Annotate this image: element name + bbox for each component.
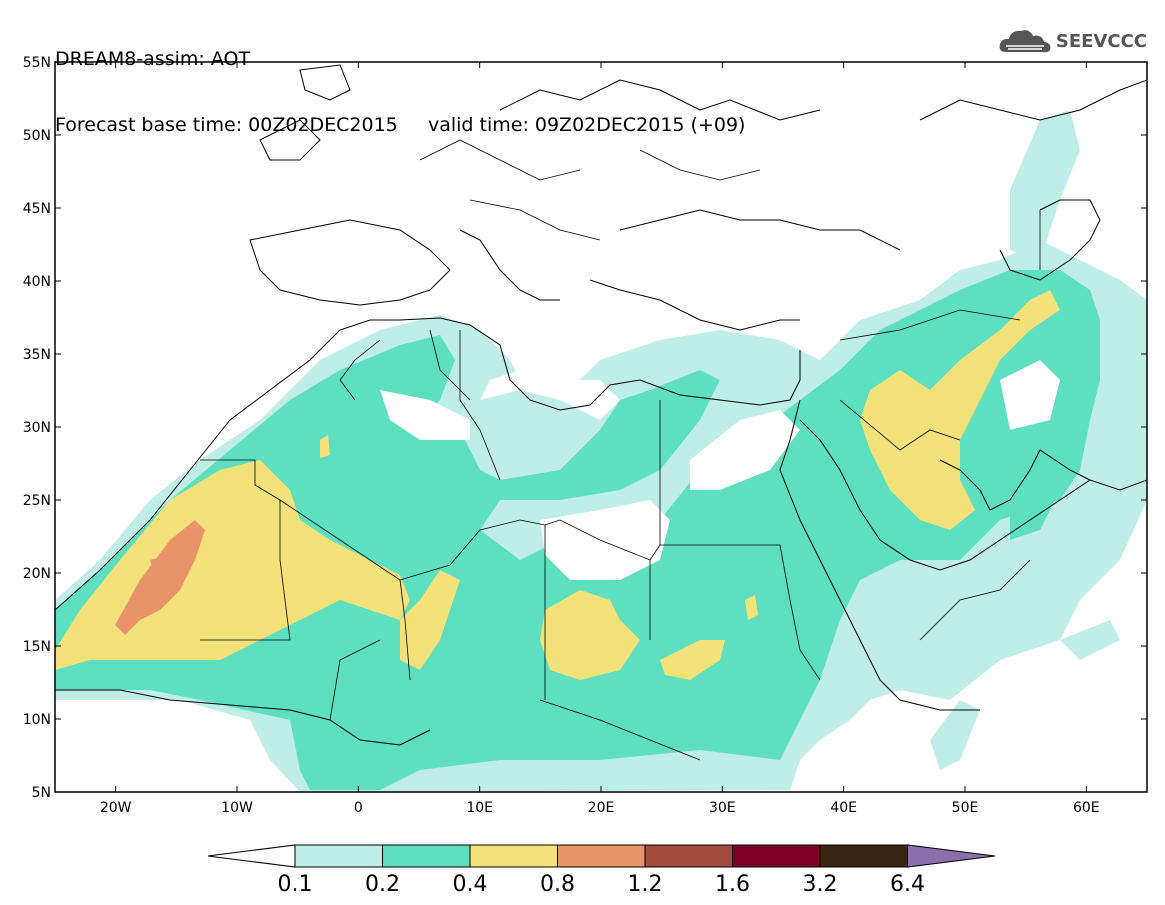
cloud-icon [999, 30, 1051, 53]
colorbar-box [819, 844, 908, 868]
colorbar-over-arrow [907, 844, 996, 868]
time-info: Forecast base time: 00Z02DEC2015 valid t… [55, 114, 745, 136]
lat-tick-label: 55N [23, 55, 51, 71]
lat-tick-label: 25N [23, 493, 51, 509]
lon-tick-label: 10W [221, 800, 253, 816]
lat-tick-label: 35N [23, 347, 51, 363]
base-time: Forecast base time: 00Z02DEC2015 [55, 114, 398, 136]
colorbar-box [644, 844, 733, 868]
lat-tick-label: 30N [23, 420, 51, 436]
colorbar-box [382, 844, 471, 868]
lat-tick-label: 45N [23, 201, 51, 217]
colorbar: 0.1 0.2 0.4 0.8 1.2 1.6 3.2 6.4 [207, 844, 996, 897]
colorbar-box [557, 844, 646, 868]
lat-tick-label: 50N [23, 128, 51, 144]
lon-tick-label: 30E [709, 800, 736, 816]
colorbar-box [469, 844, 558, 868]
aot-level-0.2 [55, 270, 1100, 790]
lon-tick-label: 60E [1073, 800, 1100, 816]
colorbar-level-label: 3.2 [803, 872, 838, 897]
coastlines [55, 64, 1147, 746]
latitude-axis: 55N 50N 45N 40N 35N 30N 25N 20N 15N 10N 5N [23, 55, 1147, 801]
map-header: DREAM8-assim: AOT Forecast base time: 00… [55, 4, 745, 158]
map-title: DREAM8-assim: AOT [55, 48, 251, 70]
colorbar-level-label: 0.2 [365, 872, 400, 897]
lat-tick-label: 10N [23, 712, 51, 728]
valid-time: valid time: 09Z02DEC2015 (+09) [427, 114, 746, 136]
colorbar-box [732, 844, 821, 868]
aot-field [55, 110, 1147, 792]
colorbar-level-label: 0.4 [453, 872, 488, 897]
seevccc-logo: SEEVCCC [998, 26, 1147, 56]
logo-text: SEEVCCC [1055, 30, 1147, 52]
lat-tick-label: 15N [23, 639, 51, 655]
colorbar-under-arrow [207, 844, 296, 868]
lon-tick-label: 50E [952, 800, 979, 816]
colorbar-level-label: 1.6 [715, 872, 750, 897]
colorbar-level-label: 0.8 [540, 872, 575, 897]
lon-tick-label: 20W [100, 800, 132, 816]
aot-low-areas [380, 360, 1060, 580]
colorbar-box [294, 844, 383, 868]
country-borders [200, 139, 1041, 761]
lon-tick-label: 10E [466, 800, 493, 816]
lat-tick-label: 40N [23, 274, 51, 290]
lat-tick-label: 5N [32, 785, 51, 801]
colorbar-level-label: 6.4 [890, 872, 925, 897]
colorbar-level-label: 0.1 [278, 872, 313, 897]
lat-tick-label: 20N [23, 566, 51, 582]
colorbar-level-label: 1.2 [628, 872, 663, 897]
aot-level-0.8 [115, 520, 205, 635]
lon-tick-label: 40E [830, 800, 857, 816]
lon-tick-label: 0 [354, 800, 363, 816]
longitude-axis: 20W 10W 0 10E 20E 30E 40E 50E 60E [100, 62, 1100, 816]
lon-tick-label: 20E [588, 800, 615, 816]
